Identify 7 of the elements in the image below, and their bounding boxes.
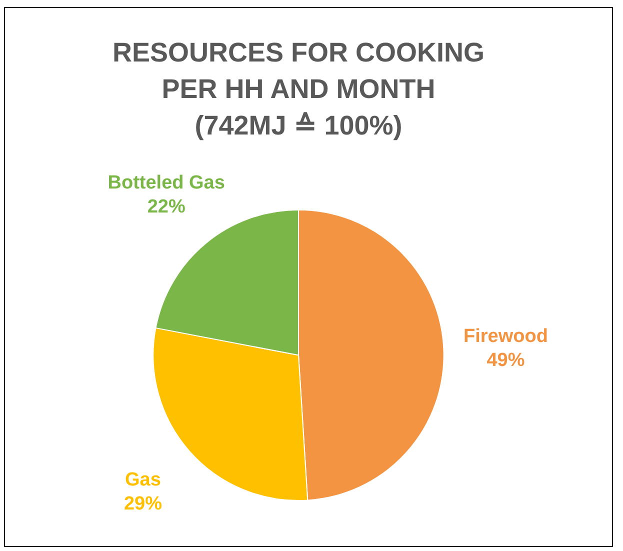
slice-label: Gas <box>125 470 161 491</box>
slice-label: Firewood <box>463 326 548 347</box>
data-label: 49% <box>486 350 525 371</box>
chart-title: RESOURCES FOR COOKING PER HH AND MONTH (742MJ ≙ 100%) <box>112 38 485 141</box>
data-label: 22% <box>147 196 186 218</box>
slice-label: Botteled Gas <box>108 172 225 194</box>
data-label: 29% <box>124 494 162 515</box>
